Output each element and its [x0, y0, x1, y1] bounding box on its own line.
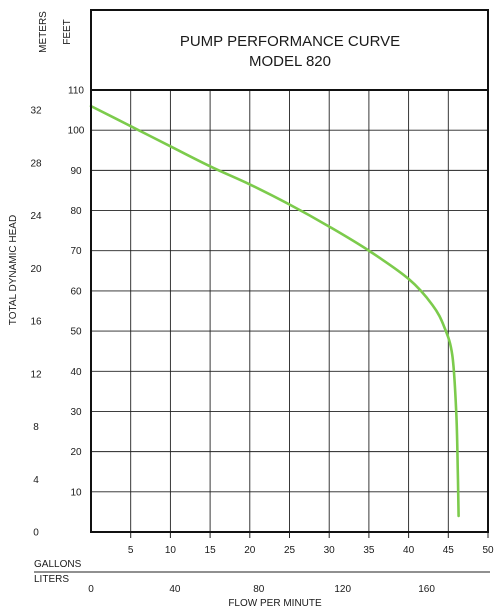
meter-tick-label: 12: [30, 369, 42, 380]
x-axis-title: FLOW PER MINUTE: [228, 598, 322, 609]
meter-tick-label: 28: [30, 158, 42, 169]
title-box: [90, 9, 489, 91]
feet-tick-label: 20: [70, 447, 82, 458]
meter-tick-label: 0: [33, 528, 39, 539]
liter-tick-label: 80: [253, 584, 265, 595]
gallon-tick-label: 35: [363, 545, 375, 556]
meters-unit-label: METERS: [38, 11, 49, 53]
grid-lines: [91, 89, 489, 538]
feet-tick-label: 10: [70, 487, 82, 498]
chart-title: PUMP PERFORMANCE CURVE: [180, 33, 400, 50]
gallon-tick-label: 25: [284, 545, 296, 556]
y-axis-title: TOTAL DYNAMIC HEAD: [8, 215, 19, 325]
feet-tick-label: 100: [68, 126, 85, 137]
meter-tick-label: 20: [30, 264, 42, 275]
plot-frame: [90, 89, 489, 533]
feet-tick-label: 60: [70, 286, 82, 297]
gallon-tick-label: 10: [165, 545, 177, 556]
gallon-tick-label: 40: [403, 545, 415, 556]
gallon-tick-label: 15: [205, 545, 217, 556]
feet-unit-label: FEET: [62, 19, 73, 45]
gallons-unit-label: GALLONS: [34, 559, 82, 570]
feet-tick-label: 110: [68, 86, 84, 97]
feet-tick-label: 40: [70, 367, 82, 378]
liter-tick-label: 160: [418, 584, 435, 595]
gallon-tick-label: 30: [324, 545, 336, 556]
meter-tick-label: 4: [33, 475, 39, 486]
liter-tick-label: 0: [88, 584, 94, 595]
feet-tick-label: 80: [70, 206, 82, 217]
performance-curve-line: [89, 104, 460, 518]
feet-tick-label: 90: [70, 166, 82, 177]
gallon-tick-label: 45: [443, 545, 455, 556]
gallon-tick-label: 5: [128, 545, 134, 556]
meter-tick-label: 16: [30, 317, 42, 328]
curve-layer: [89, 104, 460, 518]
liter-tick-label: 40: [169, 584, 181, 595]
meter-tick-label: 32: [30, 106, 42, 117]
liter-tick-label: 120: [334, 584, 351, 595]
feet-tick-label: 70: [70, 246, 82, 257]
meter-tick-label: 8: [33, 422, 39, 433]
feet-tick-label: 50: [70, 327, 82, 338]
liters-unit-label: LITERS: [34, 574, 69, 585]
chart-subtitle: MODEL 820: [249, 53, 331, 70]
gallon-tick-label: 20: [244, 545, 256, 556]
gallon-tick-label: 50: [482, 545, 494, 556]
meter-tick-label: 24: [30, 211, 42, 222]
feet-tick-label: 30: [70, 407, 82, 418]
